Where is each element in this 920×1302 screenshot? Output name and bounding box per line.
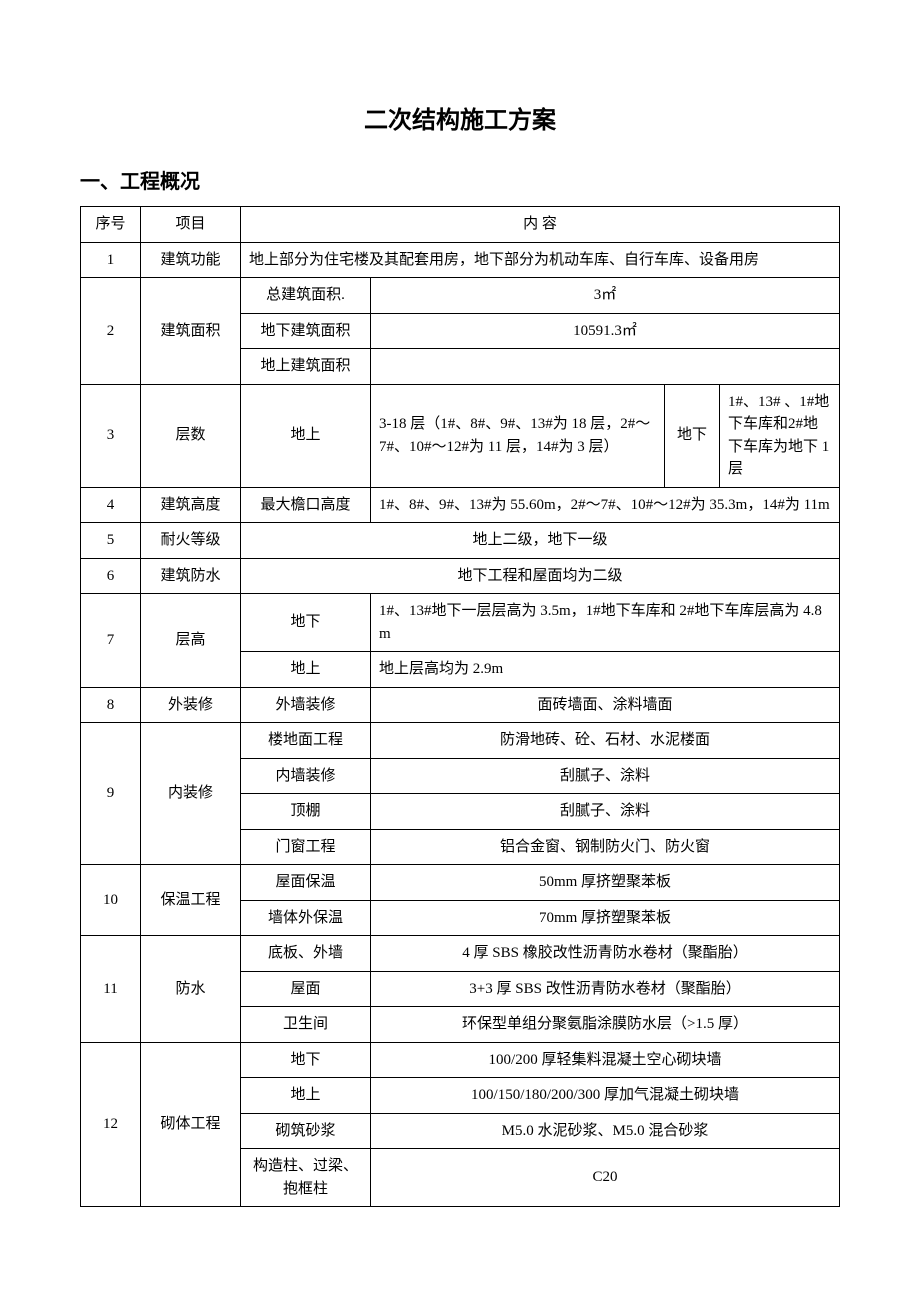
- cell-value: 10591.3㎡: [371, 313, 840, 349]
- table-row: 3 层数 地上 3-18 层（1#、8#、9#、13#为 18 层，2#～7#、…: [81, 384, 840, 487]
- table-row: 9 内装修 楼地面工程 防滑地砖、砼、石材、水泥楼面: [81, 723, 840, 759]
- cell-value: [371, 349, 840, 385]
- overview-table: 序号 项目 内 容 1 建筑功能 地上部分为住宅楼及其配套用房，地下部分为机动车…: [80, 206, 840, 1207]
- cell-sublabel: 卫生间: [241, 1007, 371, 1043]
- cell-item: 建筑高度: [141, 487, 241, 523]
- table-row: 5 耐火等级 地上二级，地下一级: [81, 523, 840, 559]
- header-item: 项目: [141, 207, 241, 243]
- cell-value: 1#、13# 、1#地下车库和2#地下车库为地下 1 层: [719, 384, 839, 487]
- table-row: 7 层高 地下 1#、13#地下一层层高为 3.5m，1#地下车库和 2#地下车…: [81, 594, 840, 652]
- cell-value: 刮腻子、涂料: [371, 794, 840, 830]
- cell-sublabel: 地下: [664, 384, 719, 487]
- cell-value: 地下工程和屋面均为二级: [241, 558, 840, 594]
- cell-sublabel: 地上建筑面积: [241, 349, 371, 385]
- cell-value: 面砖墙面、涂料墙面: [371, 687, 840, 723]
- cell-sublabel: 地上: [241, 1078, 371, 1114]
- table-row: 1 建筑功能 地上部分为住宅楼及其配套用房，地下部分为机动车库、自行车库、设备用…: [81, 242, 840, 278]
- cell-value: 70mm 厚挤塑聚苯板: [371, 900, 840, 936]
- cell-item: 外装修: [141, 687, 241, 723]
- cell-item: 保温工程: [141, 865, 241, 936]
- cell-value: 1#、13#地下一层层高为 3.5m，1#地下车库和 2#地下车库层高为 4.8…: [371, 594, 840, 652]
- cell-seq: 2: [81, 278, 141, 385]
- cell-sublabel: 地下: [241, 1042, 371, 1078]
- cell-value: 100/150/180/200/300 厚加气混凝土砌块墙: [371, 1078, 840, 1114]
- cell-seq: 1: [81, 242, 141, 278]
- cell-seq: 6: [81, 558, 141, 594]
- cell-item: 建筑功能: [141, 242, 241, 278]
- cell-sublabel: 屋面保温: [241, 865, 371, 901]
- cell-sublabel: 构造柱、过梁、抱框柱: [241, 1149, 371, 1207]
- cell-sublabel: 楼地面工程: [241, 723, 371, 759]
- cell-value: M5.0 水泥砂浆、M5.0 混合砂浆: [371, 1113, 840, 1149]
- cell-sublabel: 底板、外墙: [241, 936, 371, 972]
- cell-seq: 10: [81, 865, 141, 936]
- cell-sublabel: 地下: [241, 594, 371, 652]
- cell-seq: 9: [81, 723, 141, 865]
- cell-sublabel: 地上: [241, 652, 371, 688]
- table-row: 6 建筑防水 地下工程和屋面均为二级: [81, 558, 840, 594]
- cell-seq: 8: [81, 687, 141, 723]
- cell-item: 内装修: [141, 723, 241, 865]
- cell-value: 3+3 厚 SBS 改性沥青防水卷材（聚酯胎）: [371, 971, 840, 1007]
- document-title: 二次结构施工方案: [80, 100, 840, 135]
- cell-sublabel: 屋面: [241, 971, 371, 1007]
- header-seq: 序号: [81, 207, 141, 243]
- cell-content: 地上部分为住宅楼及其配套用房，地下部分为机动车库、自行车库、设备用房: [241, 242, 840, 278]
- cell-value: 地上层高均为 2.9m: [371, 652, 840, 688]
- cell-value: 1#、8#、9#、13#为 55.60m，2#～7#、10#～12#为 35.3…: [371, 487, 840, 523]
- cell-sublabel: 总建筑面积.: [241, 278, 371, 314]
- cell-seq: 7: [81, 594, 141, 688]
- cell-seq: 4: [81, 487, 141, 523]
- cell-value: 防滑地砖、砼、石材、水泥楼面: [371, 723, 840, 759]
- cell-sublabel: 内墙装修: [241, 758, 371, 794]
- cell-sublabel: 墙体外保温: [241, 900, 371, 936]
- table-row: 12 砌体工程 地下 100/200 厚轻集料混凝土空心砌块墙: [81, 1042, 840, 1078]
- cell-value: 环保型单组分聚氨脂涂膜防水层（>1.5 厚）: [371, 1007, 840, 1043]
- table-row: 8 外装修 外墙装修 面砖墙面、涂料墙面: [81, 687, 840, 723]
- table-row: 11 防水 底板、外墙 4 厚 SBS 橡胶改性沥青防水卷材（聚酯胎）: [81, 936, 840, 972]
- cell-item: 耐火等级: [141, 523, 241, 559]
- cell-value: 3-18 层（1#、8#、9#、13#为 18 层，2#～7#、10#～12#为…: [371, 384, 665, 487]
- cell-seq: 12: [81, 1042, 141, 1207]
- cell-seq: 3: [81, 384, 141, 487]
- cell-item: 砌体工程: [141, 1042, 241, 1207]
- table-row: 4 建筑高度 最大檐口高度 1#、8#、9#、13#为 55.60m，2#～7#…: [81, 487, 840, 523]
- cell-seq: 11: [81, 936, 141, 1043]
- cell-sublabel: 地上: [241, 384, 371, 487]
- table-header-row: 序号 项目 内 容: [81, 207, 840, 243]
- cell-sublabel: 门窗工程: [241, 829, 371, 865]
- cell-item: 建筑防水: [141, 558, 241, 594]
- cell-value: 100/200 厚轻集料混凝土空心砌块墙: [371, 1042, 840, 1078]
- cell-seq: 5: [81, 523, 141, 559]
- header-content: 内 容: [241, 207, 840, 243]
- cell-value: 铝合金窗、钢制防火门、防火窗: [371, 829, 840, 865]
- cell-sublabel: 顶棚: [241, 794, 371, 830]
- cell-value: 地上二级，地下一级: [241, 523, 840, 559]
- cell-value: 50mm 厚挤塑聚苯板: [371, 865, 840, 901]
- cell-value: C20: [371, 1149, 840, 1207]
- cell-item: 建筑面积: [141, 278, 241, 385]
- cell-sublabel: 最大檐口高度: [241, 487, 371, 523]
- cell-value: 刮腻子、涂料: [371, 758, 840, 794]
- cell-sublabel: 地下建筑面积: [241, 313, 371, 349]
- table-row: 10 保温工程 屋面保温 50mm 厚挤塑聚苯板: [81, 865, 840, 901]
- cell-value: 4 厚 SBS 橡胶改性沥青防水卷材（聚酯胎）: [371, 936, 840, 972]
- section-heading: 一、工程概况: [80, 165, 840, 194]
- cell-value: 3㎡: [371, 278, 840, 314]
- cell-item: 层高: [141, 594, 241, 688]
- cell-sublabel: 外墙装修: [241, 687, 371, 723]
- cell-item: 层数: [141, 384, 241, 487]
- cell-item: 防水: [141, 936, 241, 1043]
- cell-sublabel: 砌筑砂浆: [241, 1113, 371, 1149]
- table-row: 2 建筑面积 总建筑面积. 3㎡: [81, 278, 840, 314]
